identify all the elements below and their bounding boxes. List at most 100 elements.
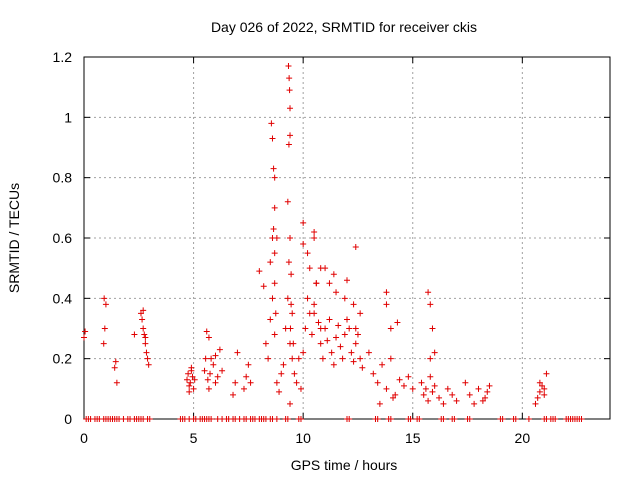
data-point (288, 301, 295, 308)
data-point (322, 265, 329, 272)
data-point (184, 376, 191, 383)
data-point (142, 340, 149, 347)
data-point (137, 310, 144, 317)
data-point (201, 367, 208, 374)
data-point (204, 376, 211, 383)
data-point (285, 259, 292, 266)
data-point (284, 416, 291, 422)
data-point (230, 391, 237, 398)
data-point (374, 379, 381, 386)
data-point (466, 416, 473, 422)
data-point (440, 400, 447, 407)
data-point (285, 141, 292, 148)
data-point (429, 325, 436, 332)
data-point (286, 75, 293, 82)
data-point (273, 379, 280, 386)
data-point (145, 361, 152, 368)
data-point (449, 391, 456, 398)
data-point (390, 394, 397, 401)
data-point (142, 334, 149, 341)
data-point (315, 319, 322, 326)
y-tick-label: 0.2 (53, 351, 73, 367)
data-point (379, 361, 386, 368)
data-point (81, 334, 87, 341)
data-point (383, 301, 390, 308)
data-point (280, 361, 287, 368)
data-point (243, 373, 250, 380)
data-point (440, 416, 447, 422)
data-point (185, 370, 192, 377)
data-point (287, 325, 294, 332)
data-point (273, 416, 280, 422)
data-point (350, 358, 357, 365)
data-point (484, 388, 491, 395)
tick-layer: 0 0.2 0.4 0.6 0.8 1 1.2 0 5 10 15 20 (53, 49, 610, 446)
data-point (425, 397, 432, 404)
data-point (265, 355, 272, 362)
data-point (333, 289, 340, 296)
data-point (539, 382, 546, 389)
data-point (536, 379, 543, 386)
data-point (302, 325, 309, 332)
data-point (350, 301, 357, 308)
data-point (339, 355, 346, 362)
data-point (202, 355, 209, 362)
data-point (186, 388, 193, 395)
data-point (288, 271, 295, 278)
data-point (330, 361, 337, 368)
data-point (113, 379, 120, 386)
data-point (270, 225, 277, 232)
data-point (436, 394, 443, 401)
data-point (269, 295, 276, 302)
data-point (427, 355, 434, 362)
data-point (271, 204, 278, 211)
data-point (284, 295, 291, 302)
data-point (370, 370, 377, 377)
data-point (289, 310, 296, 317)
data-point (272, 310, 279, 317)
data-point (578, 416, 585, 422)
data-point (479, 397, 486, 404)
data-point (341, 295, 348, 302)
data-point (328, 349, 335, 356)
data-point (471, 400, 478, 407)
data-point (82, 328, 89, 335)
data-point (444, 385, 451, 392)
data-point (326, 316, 333, 323)
data-point (499, 416, 506, 422)
data-point (536, 388, 543, 395)
data-point (262, 340, 269, 347)
data-point (270, 165, 277, 172)
data-point (306, 265, 313, 272)
data-point (291, 370, 298, 377)
data-point (394, 319, 401, 326)
data-point (101, 325, 108, 332)
data-point (319, 355, 326, 362)
data-point (405, 373, 412, 380)
data-point (111, 364, 118, 371)
data-point (271, 331, 278, 338)
data-point (357, 310, 364, 317)
data-point (143, 349, 150, 356)
data-point (131, 331, 138, 338)
data-point (271, 280, 278, 287)
data-point (287, 235, 294, 241)
data-point (383, 289, 390, 296)
data-point (333, 334, 340, 341)
data-point (187, 379, 194, 386)
data-point (304, 250, 311, 257)
data-point (335, 322, 342, 329)
data-point (297, 416, 304, 422)
data-point (407, 416, 414, 422)
data-point (462, 379, 469, 386)
data-point (300, 219, 307, 226)
data-point (396, 376, 403, 383)
data-point (552, 416, 559, 422)
data-point (287, 132, 294, 139)
data-point (300, 241, 307, 248)
x-tick-label: 15 (405, 430, 421, 446)
data-point (271, 250, 278, 257)
data-point (308, 331, 315, 338)
data-point (374, 416, 381, 422)
data-point (267, 316, 274, 323)
